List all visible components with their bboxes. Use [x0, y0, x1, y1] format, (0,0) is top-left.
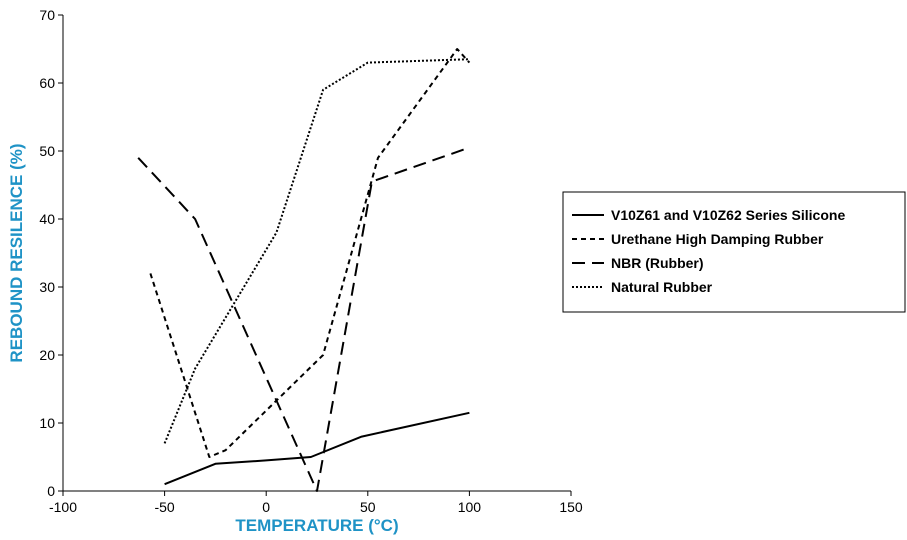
y-tick-label: 40 — [39, 211, 55, 227]
legend-label: Urethane High Damping Rubber — [611, 231, 824, 247]
legend-label: V10Z61 and V10Z62 Series Silicone — [611, 207, 845, 223]
legend-items: V10Z61 and V10Z62 Series Silicone Urethan… — [572, 207, 845, 295]
series-line-3 — [137, 146, 470, 492]
axis-ticks: -100 -50 0 50 100 150 0 10 20 30 40 50 60 70 — [39, 7, 582, 515]
x-tick-label: -100 — [49, 499, 77, 515]
legend-label: NBR (Rubber) — [611, 255, 704, 271]
y-tick-label: 30 — [39, 279, 55, 295]
legend: V10Z61 and V10Z62 Series Silicone Urethan… — [562, 191, 906, 313]
y-tick-label: 60 — [39, 75, 55, 91]
legend-box — [562, 191, 906, 313]
y-tick-label: 20 — [39, 347, 55, 363]
y-tick-label: 50 — [39, 143, 55, 159]
series-line-2 — [149, 48, 471, 458]
y-tick-label: 70 — [39, 7, 55, 23]
y-tick-label: 10 — [39, 415, 55, 431]
x-tick-label: 100 — [458, 499, 482, 515]
legend-label: Natural Rubber — [611, 279, 713, 295]
x-tick-label: 50 — [360, 499, 376, 515]
x-tick-label: 0 — [262, 499, 270, 515]
x-axis-title: TEMPERATURE (°C) — [235, 516, 398, 535]
chart-axes — [62, 15, 571, 492]
x-tick-label: 150 — [559, 499, 583, 515]
series-line-4 — [163, 58, 470, 444]
x-tick-label: -50 — [154, 499, 174, 515]
y-axis-title: REBOUND RESILENCE (%) — [7, 143, 26, 362]
y-tick-label: 0 — [47, 483, 55, 499]
series-layer — [137, 48, 471, 492]
series-line-1 — [164, 411, 470, 486]
